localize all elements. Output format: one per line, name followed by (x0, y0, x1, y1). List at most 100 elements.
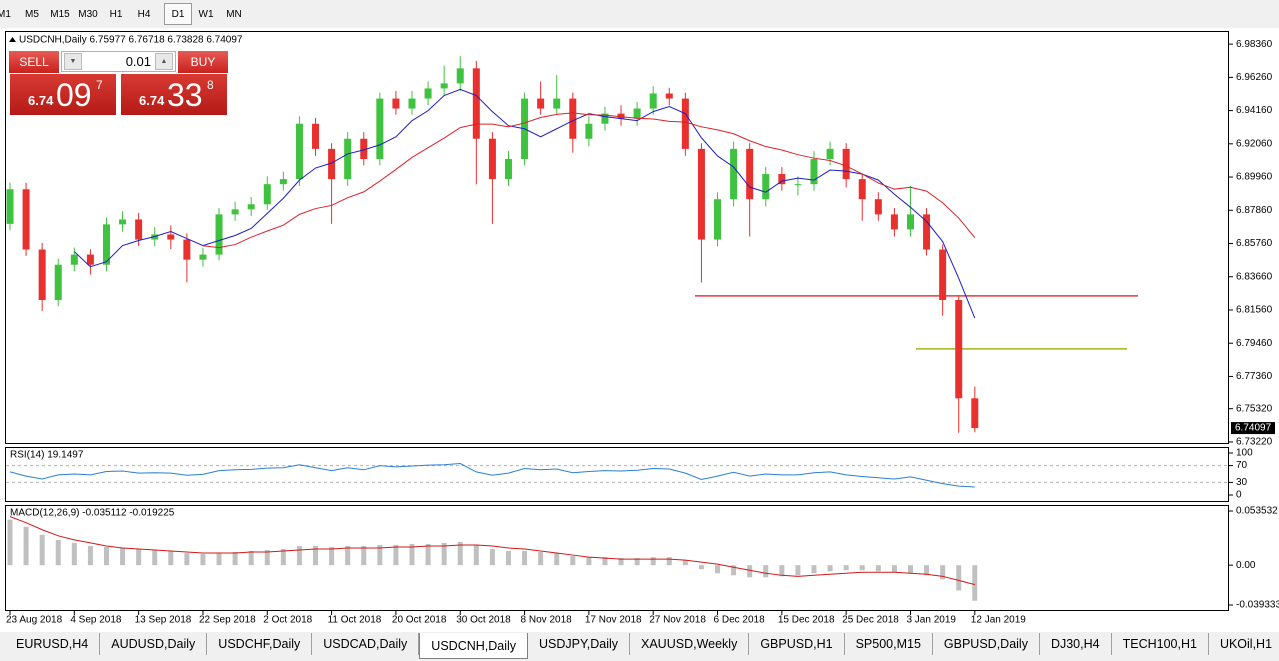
y-tick-label: 6.73220 (1236, 437, 1273, 448)
macd-bar (103, 546, 109, 566)
ask-quote[interactable]: 6.74 33 8 (120, 73, 228, 116)
macd-bar (87, 545, 93, 566)
chart-tab[interactable]: EURUSD,H4 (5, 633, 101, 655)
chart-tab[interactable]: USDJPY,Daily (528, 633, 630, 655)
chart-tab[interactable]: USDCNH,Daily (419, 633, 529, 659)
x-tick-label: 11 Oct 2018 (328, 615, 382, 626)
chart-tab[interactable]: AUDUSD,Daily (100, 633, 208, 655)
sell-button[interactable]: SELL (9, 51, 59, 73)
candle-body (939, 249, 947, 301)
x-tick-label: 30 Oct 2018 (456, 615, 511, 626)
x-tick-label: 15 Dec 2018 (778, 615, 835, 626)
candle-body (537, 98, 545, 109)
bid-pips: 09 (56, 77, 92, 113)
y-tick-label: 100 (1236, 448, 1253, 459)
macd-bar (907, 565, 913, 574)
candle-body (874, 199, 882, 215)
macd-bar (55, 539, 61, 566)
x-tick-label: 27 Nov 2018 (649, 615, 706, 626)
macd-bar (891, 565, 897, 573)
candle-body (617, 113, 625, 119)
chart-tab[interactable]: GBPUSD,H1 (749, 633, 845, 655)
moving-average (73, 88, 976, 319)
candle-body (102, 224, 110, 265)
macd-bar (843, 565, 849, 571)
timeframe-button[interactable]: MN (226, 8, 242, 20)
macd-bar (232, 552, 238, 566)
macd-bar (313, 545, 319, 566)
chart-title: USDCNH,Daily 6.75977 6.76718 6.73828 6.7… (19, 35, 243, 46)
candle-body (778, 174, 786, 185)
macd-bar (168, 551, 174, 566)
candle-body (971, 398, 979, 429)
macd-bar (264, 550, 270, 566)
y-tick-label: 6.83660 (1236, 271, 1273, 282)
macd-bar (296, 545, 302, 566)
buy-button[interactable]: BUY (178, 51, 228, 73)
macd-bar (795, 565, 801, 576)
y-tick-label: 0.053532 (1236, 506, 1278, 517)
x-tick-label: 22 Sep 2018 (199, 615, 256, 626)
volume-up[interactable]: ▲ (155, 53, 173, 70)
macd-bar (7, 519, 13, 566)
chart-tab[interactable]: DJ30,H4 (1040, 633, 1112, 655)
x-tick-label: 23 Aug 2018 (6, 615, 63, 626)
chart-tab[interactable]: SP500,M15 (845, 633, 933, 655)
y-tick-label: 6.89960 (1236, 172, 1273, 183)
chart-tab[interactable]: USDCAD,Daily (312, 633, 420, 655)
candle-body (714, 199, 722, 240)
candle-body (295, 123, 303, 180)
main-plot-frame (5, 31, 1229, 444)
macd-bar (184, 553, 190, 566)
bid-point: 7 (96, 78, 103, 92)
volume-input[interactable]: 0.01 (61, 51, 176, 72)
chart-tab[interactable]: USDCHF,Daily (207, 633, 313, 655)
candle-body (601, 113, 609, 124)
macd-signal-line (9, 516, 975, 586)
timeframe-button[interactable]: H4 (137, 8, 151, 20)
candle-body (697, 148, 705, 240)
macd-bar (731, 565, 737, 576)
timeframe-button[interactable]: H1 (109, 8, 123, 20)
chart-background (0, 28, 1279, 632)
candle-body (231, 209, 239, 215)
y-tick-label: 6.85760 (1236, 238, 1273, 249)
candle-body (392, 98, 400, 109)
timeframe-button[interactable]: M15 (50, 8, 70, 20)
bid-quote[interactable]: 6.74 09 7 (9, 73, 117, 116)
timeframe-button[interactable]: M30 (78, 8, 98, 20)
timeframe-button[interactable]: M5 (25, 8, 39, 20)
x-tick-label: 13 Sep 2018 (135, 615, 192, 626)
candle-body (440, 83, 448, 89)
y-tick-label: 6.94160 (1236, 105, 1273, 116)
candle-body (424, 88, 432, 99)
indicator-title: RSI(14) 19.1497 (10, 450, 84, 461)
y-tick-label: 6.77360 (1236, 371, 1273, 382)
macd-bar (682, 560, 688, 566)
timeframe-button[interactable]: W1 (198, 8, 214, 20)
timeframe-button[interactable]: D1 (164, 3, 192, 25)
volume-down[interactable]: ▼ (64, 53, 82, 70)
candle-body (955, 300, 963, 399)
y-tick-label: 6.96260 (1236, 72, 1273, 83)
x-tick-label: 8 Nov 2018 (521, 615, 573, 626)
candle-body (585, 123, 593, 139)
chart-tab[interactable]: TECH100,H1 (1112, 633, 1209, 655)
macd-bar (280, 548, 286, 566)
macd-bar (538, 552, 544, 566)
macd-bar (457, 541, 463, 566)
macd-bar (763, 565, 769, 578)
chart-tab[interactable]: GBPUSD,Daily (933, 633, 1040, 655)
chart-tab[interactable]: XAUUSD,Weekly (630, 633, 750, 655)
candle-body (22, 189, 30, 250)
macd-bar (377, 544, 383, 566)
candle-body (312, 123, 320, 149)
y-tick-label: 6.98360 (1236, 39, 1273, 50)
macd-bar (715, 565, 721, 574)
candle-body (38, 249, 46, 301)
timeframe-toolbar: M1 M5 M15 M30 H1 H4 D1 W1 MN (0, 3, 248, 25)
x-tick-label: 6 Dec 2018 (714, 615, 766, 626)
timeframe-button[interactable]: M1 (0, 8, 11, 20)
chart-tab[interactable]: UKOil,H1 (1209, 633, 1279, 655)
